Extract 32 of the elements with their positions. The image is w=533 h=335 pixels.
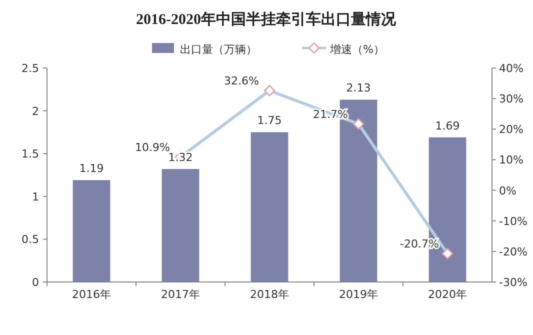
y-tick-label: 1.5 — [22, 148, 39, 161]
x-tick-label: 2020年 — [428, 288, 467, 301]
data-label: 10.9% — [135, 140, 170, 154]
y2-tick-label: 30% — [499, 92, 524, 106]
data-label: 32.6% — [224, 74, 259, 88]
y-tick-label: 2.5 — [22, 62, 39, 75]
bar — [162, 169, 200, 282]
legend-label: 出口量（万辆） — [180, 43, 257, 56]
y2-tick-label: 10% — [499, 154, 524, 167]
x-tick-label: 2018年 — [250, 288, 289, 301]
data-label: 1.32 — [168, 151, 193, 164]
y-tick-label: 1 — [32, 190, 39, 204]
x-tick-label: 2017年 — [161, 288, 200, 301]
data-label: 1.75 — [257, 114, 282, 128]
y-tick-label: 0 — [32, 276, 39, 289]
y2-tick-label: 0% — [499, 184, 516, 198]
chart-title: 2016-2020年中国半挂牵引车出口量情况 — [136, 10, 397, 28]
legend-label: 增速（%） — [329, 43, 384, 56]
y2-tick-label: -30% — [499, 276, 528, 289]
y2-tick-label: 20% — [499, 123, 524, 136]
bar — [250, 132, 288, 282]
y-tick-label: 2 — [32, 104, 39, 118]
data-label: 1.19 — [79, 162, 104, 176]
y2-tick-label: -10% — [499, 214, 528, 228]
bar — [72, 180, 110, 282]
y2-tick-label: -20% — [499, 245, 528, 258]
y-tick-label: 0.5 — [22, 233, 39, 246]
x-tick-label: 2019年 — [339, 288, 378, 301]
y2-tick-label: 40% — [499, 62, 524, 75]
x-tick-label: 2016年 — [72, 288, 111, 301]
data-label: 1.69 — [435, 119, 460, 132]
data-label: 2.13 — [346, 82, 371, 95]
